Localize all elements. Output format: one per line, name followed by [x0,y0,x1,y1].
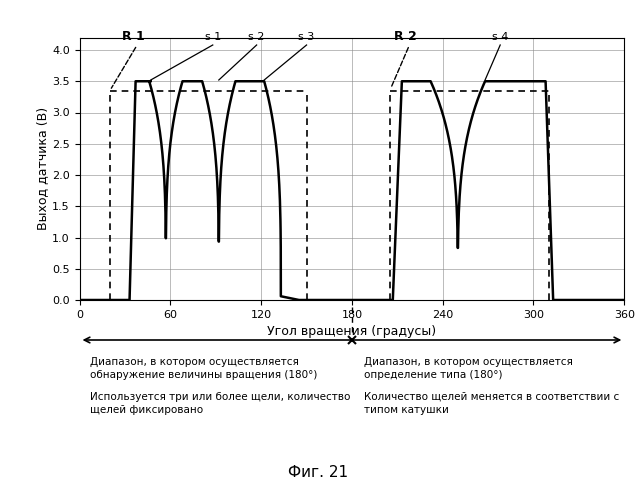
Text: Диапазон, в котором осуществляется: Диапазон, в котором осуществляется [90,357,299,367]
Text: R 1: R 1 [122,30,145,43]
Text: Используется три или более щели, количество: Используется три или более щели, количес… [90,392,350,402]
Y-axis label: Выход датчика (В): Выход датчика (В) [36,107,50,230]
Text: Фиг. 21: Фиг. 21 [289,465,348,480]
Text: определение типа (180°): определение типа (180°) [364,370,503,380]
Text: s 2: s 2 [248,32,265,42]
Text: обнаружение величины вращения (180°): обнаружение величины вращения (180°) [90,370,317,380]
Text: s 4: s 4 [492,32,508,42]
Text: s 1: s 1 [204,32,221,42]
X-axis label: Угол вращения (градусы): Угол вращения (градусы) [268,326,436,338]
Text: щелей фиксировано: щелей фиксировано [90,405,203,415]
Text: s 3: s 3 [298,32,315,42]
Text: R 2: R 2 [394,30,417,43]
Text: Количество щелей меняется в соответствии с: Количество щелей меняется в соответствии… [364,392,619,402]
Text: типом катушки: типом катушки [364,405,449,415]
Text: Диапазон, в котором осуществляется: Диапазон, в котором осуществляется [364,357,573,367]
